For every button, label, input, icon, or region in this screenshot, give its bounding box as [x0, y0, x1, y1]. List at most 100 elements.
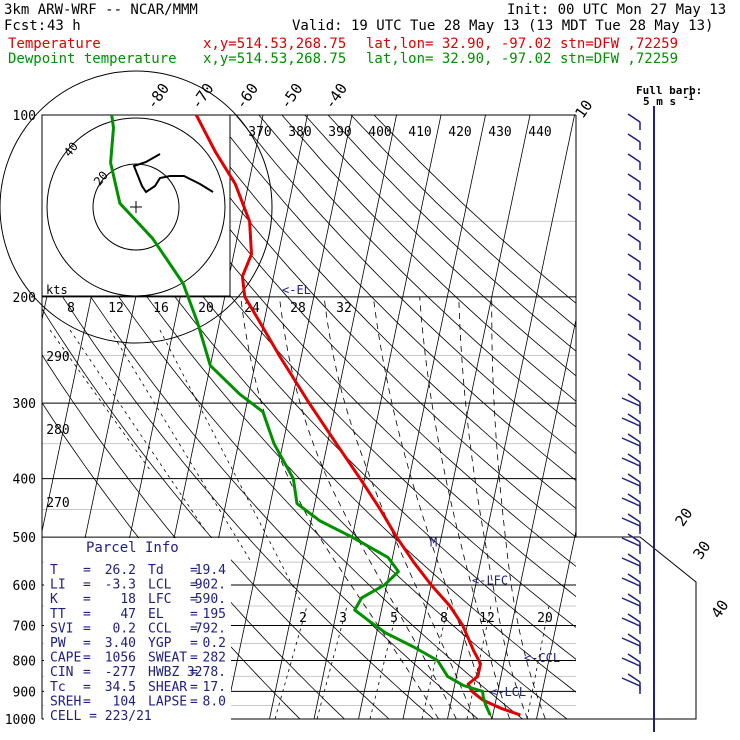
wind-barb [627, 233, 641, 243]
hodograph-guide [109, 329, 251, 561]
parcel-key: CAPE [50, 651, 81, 666]
parcel-value: 0.2 [113, 621, 136, 636]
wind-barb [621, 617, 641, 627]
wind-barb [621, 557, 641, 567]
wind-barb [627, 553, 641, 563]
wind-barb [627, 333, 641, 343]
parcel-value: 104 [113, 694, 137, 709]
theta-tick-label: 440 [528, 125, 551, 140]
parcel-key: SHEAR [148, 680, 187, 695]
isotherm-tick-label: 20 [671, 505, 696, 530]
parcel-value: 34.5 [105, 680, 136, 695]
dry-adiabat [74, 115, 576, 660]
parcel-info-title: Parcel Info [86, 540, 179, 556]
dry-adiabat [212, 115, 576, 482]
parcel-key-eq: = [83, 621, 91, 636]
theta-tick-label: 410 [408, 125, 431, 140]
parcel-key-eq: = [190, 636, 198, 651]
wind-barb [627, 153, 641, 163]
parcel-cell: CELL = 223/21 [50, 709, 152, 724]
hodograph-guide [69, 329, 206, 531]
dewpoint-trace [109, 114, 492, 716]
wind-barb [621, 577, 641, 587]
dry-adiabat [143, 115, 576, 567]
hodograph-origin [130, 201, 142, 213]
parcel-key: CCL [148, 621, 172, 636]
pressure-tick-label: 100 [13, 109, 36, 124]
wind-barb [627, 673, 641, 683]
pressure-tick-label: 700 [13, 619, 36, 634]
wind-barb [627, 253, 641, 263]
pressure-tick-label: 200 [13, 291, 36, 306]
dry-adiabat [51, 115, 576, 693]
wind-barb [627, 293, 641, 303]
wind-barb [627, 193, 641, 203]
dewpoint-latlon: lat,lon= 32.90, -97.02 [366, 51, 552, 67]
isotherm-tick-label: -80 [143, 80, 173, 113]
wind-barb [627, 433, 641, 443]
parcel-key-eq: = [190, 694, 198, 709]
parcel-key-eq: = [83, 651, 91, 666]
parcel-value: 26.2 [105, 563, 136, 578]
parcel-key: YGP [148, 636, 172, 651]
hodograph-speed-label: 32 [336, 301, 352, 316]
barb-key-unit: 5 m s [643, 95, 676, 108]
hodograph-speed-label: 12 [108, 301, 124, 316]
isotherm [536, 529, 576, 719]
wind-barb [627, 393, 641, 403]
parcel-key: LI [50, 578, 66, 593]
wind-barb [627, 353, 641, 363]
parcel-key: HWBZ [148, 665, 179, 680]
wind-barb [621, 637, 641, 647]
parcel-key-eq: = [190, 607, 198, 622]
wind-barb [627, 593, 641, 603]
wind-barb [621, 437, 641, 447]
parcel-key-eq: = [83, 563, 91, 578]
parcel-value: 792. [195, 621, 226, 636]
hodograph-ring [46, 117, 226, 297]
wind-barb [621, 497, 641, 507]
parcel-value: 8.0 [203, 694, 226, 709]
dry-adiabat [373, 115, 576, 304]
mixing-ratio-label: 5 [390, 611, 398, 626]
dry-adiabat [42, 178, 523, 719]
hodograph-trace [132, 153, 214, 194]
parcel-value: 3.40 [105, 636, 136, 651]
hodograph-speed-label: 20 [198, 301, 214, 316]
wind-barb [627, 633, 641, 643]
parcel-key-eq: = [83, 680, 91, 695]
forecast-hours: 43 h [47, 18, 81, 34]
parcel-key-eq: = [190, 578, 198, 593]
hodograph-guide [49, 329, 151, 471]
parcel-value: 3278. [187, 665, 226, 680]
mixing-ratio-label: 12 [479, 611, 495, 626]
hodograph-unit: kts [46, 283, 68, 297]
parcel-key: TT [50, 607, 66, 622]
moist-adiabat [372, 296, 493, 719]
pressure-tick-label: 400 [13, 473, 36, 488]
dry-adiabat [258, 115, 576, 428]
parcel-key-eq: = [190, 563, 198, 578]
hodograph-guide [159, 329, 301, 601]
wind-barb [627, 213, 641, 223]
dry-adiabat [327, 115, 576, 352]
parcel-key-eq: = [83, 607, 91, 622]
parcel-key: CIN [50, 665, 73, 680]
parcel-key-eq: = [190, 680, 198, 695]
wind-barb [627, 533, 641, 543]
parcel-value: 0.2 [203, 636, 226, 651]
temperature-legend: Temperature [8, 36, 101, 52]
temperature-latlon: lat,lon= 32.90, -97.02 [366, 36, 552, 52]
parcel-key: SWEAT [148, 651, 187, 666]
isotherm-tick-label: -50 [276, 80, 306, 113]
temperature-trace [194, 114, 521, 717]
parcel-key-eq: = [190, 665, 198, 680]
isotherm [447, 115, 575, 719]
wind-barb [621, 477, 641, 487]
theta-left-tick-label: 280 [46, 423, 69, 438]
theta-tick-label: 430 [488, 125, 511, 140]
wind-barb [621, 597, 641, 607]
level-marker: <-EL [282, 283, 311, 297]
isotherm-tick-label: -40 [321, 80, 351, 113]
dry-adiabat [42, 263, 434, 719]
